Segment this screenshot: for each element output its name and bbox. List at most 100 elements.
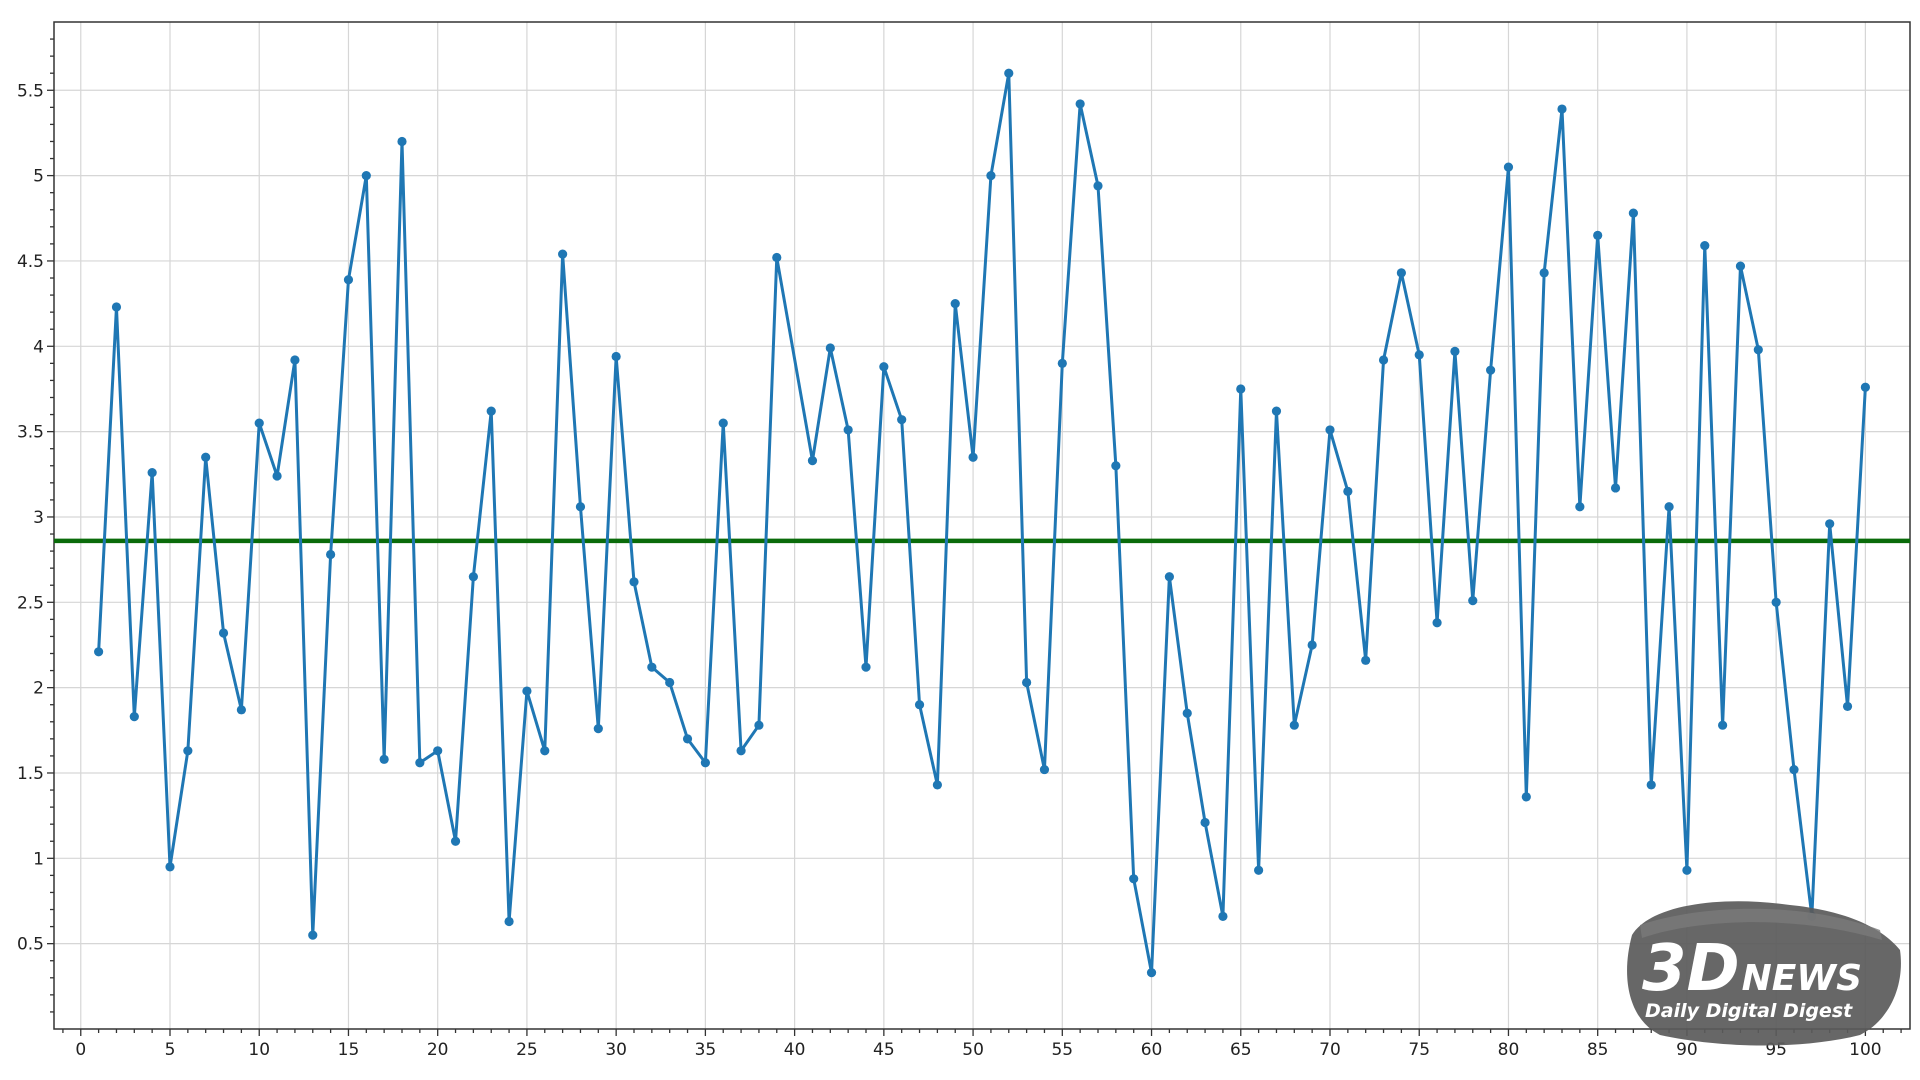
watermark-logo: 3DNEWS Daily Digital Digest [1627,901,1901,1046]
data-point [1414,350,1424,360]
data-point [1486,365,1496,375]
data-point [1146,968,1157,978]
data-point [629,577,639,587]
data-point [1521,792,1531,802]
data-point [1218,911,1228,921]
x-tick-label: 45 [873,1040,895,1060]
data-point [218,628,229,638]
data-point [879,362,889,372]
data-point [1718,720,1728,730]
data-point [486,406,496,416]
data-point [807,456,818,466]
data-point [1468,595,1478,606]
data-point [1307,640,1317,650]
x-tick-label: 70 [1319,1040,1341,1060]
y-tick-label: 4 [33,337,44,357]
y-tick-label: 0.5 [17,935,44,955]
data-point [1129,874,1139,884]
x-tick-label: 30 [605,1040,627,1060]
data-point [1860,382,1870,392]
y-tick-label: 1.5 [17,764,44,784]
data-point [1646,780,1656,790]
data-point [254,418,264,428]
data-point [1450,346,1460,357]
data-point [1200,817,1210,828]
data-point [736,746,746,756]
data-point [1361,655,1371,665]
data-point [415,758,425,768]
data-point [1664,502,1674,512]
data-point [914,700,925,710]
data-point [522,686,532,696]
data-point [593,724,603,734]
data-point [1610,483,1621,493]
data-point [772,252,782,263]
data-point [1022,677,1032,688]
data-point [1093,181,1103,191]
data-point [1735,261,1746,271]
data-point [308,930,318,940]
data-point [450,836,461,846]
data-point [1682,865,1692,875]
data-point [1343,486,1353,496]
data-point [1289,720,1299,730]
data-point [986,171,996,181]
x-tick-label: 90 [1676,1040,1698,1060]
x-tick-label: 5 [165,1040,176,1060]
data-point [647,662,657,672]
data-point [700,758,710,768]
data-point [111,302,122,312]
y-tick-label: 2.5 [17,593,44,613]
minor-ticks [50,38,1902,1033]
x-tick-label: 75 [1408,1040,1430,1060]
x-tick-label: 65 [1230,1040,1252,1060]
data-point [1753,345,1763,355]
x-tick-label: 40 [784,1040,806,1060]
data-point [1378,355,1389,365]
x-tick-label: 10 [248,1040,270,1060]
x-tick-label: 80 [1498,1040,1520,1060]
data-point [397,136,407,147]
x-tick-label: 25 [516,1040,538,1060]
data-point [843,425,853,435]
watermark-brush [1627,901,1901,1046]
y-tick-label: 3 [33,508,44,528]
watermark-brand: 3DNEWS [1642,932,1862,1006]
data-point [1432,618,1442,628]
data-point [897,415,907,425]
axis-ticks: 0 5 10 15 20 25 30 35 40 45 50 55 60 65 70 75 80 85 90 95 10… [17,81,1882,1060]
data-point [1075,99,1085,109]
data-point [968,452,978,462]
grid-lines [54,22,1910,1029]
y-tick-label: 3.5 [17,423,44,443]
data-point [1271,406,1282,416]
data-point [1325,425,1335,435]
data-point [290,355,300,365]
data-point [665,677,675,688]
data-point [1825,519,1835,529]
series-group [94,68,1870,978]
data-point [558,249,568,259]
x-tick-label: 55 [1051,1040,1073,1060]
data-point [950,299,960,309]
data-point [129,712,139,722]
data-point [611,351,621,362]
data-point [825,343,835,353]
series-line [97,71,1867,975]
data-point [1789,764,1799,775]
y-tick-label: 2 [33,679,44,699]
data-point [1004,68,1014,78]
data-point [682,734,693,744]
data-point [1164,572,1174,582]
data-point [183,746,193,756]
data-point [201,452,211,462]
data-point [1575,502,1585,512]
data-point [754,720,764,730]
data-point [1842,701,1853,712]
data-point [1039,764,1050,775]
data-point [1628,208,1638,218]
x-tick-label: 60 [1141,1040,1163,1060]
data-point [468,572,478,582]
data-point [861,662,871,672]
